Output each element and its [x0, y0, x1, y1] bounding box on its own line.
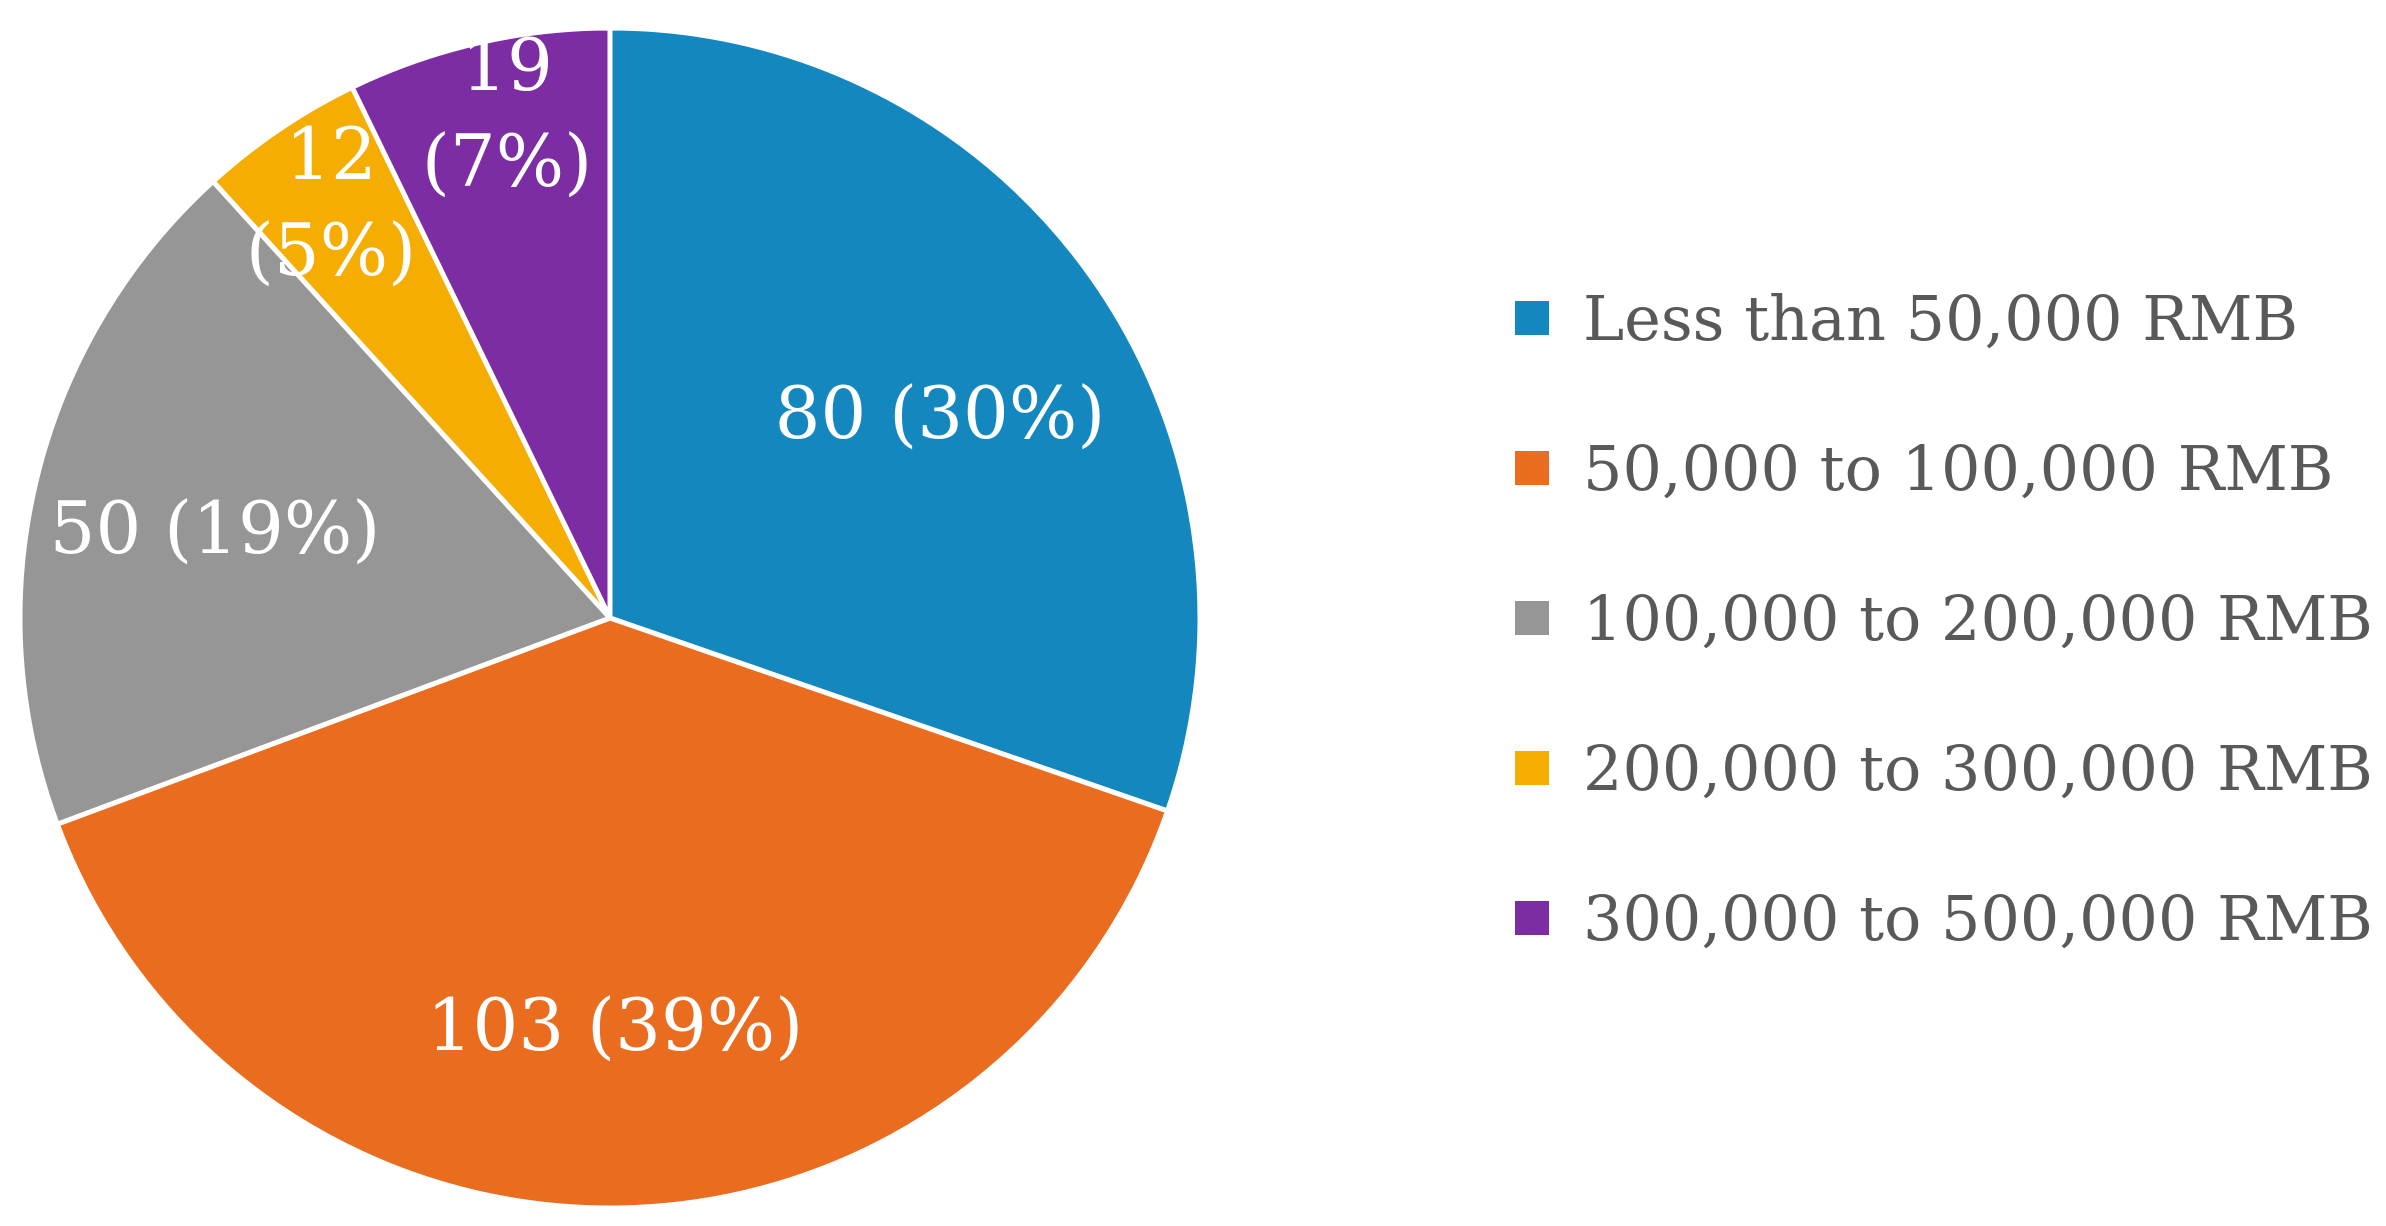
- pie-slice-1: [607, 25, 1203, 814]
- legend-label: 200,000 to 300,000 RMB: [1583, 732, 2373, 805]
- legend-item-2: 50,000 to 100,000 RMB: [1515, 432, 2333, 505]
- legend-label: 50,000 to 100,000 RMB: [1583, 432, 2333, 505]
- pie-data-label-1: 80 (30%): [775, 371, 1106, 455]
- pie-data-labels: 80 (30%) 103 (39%) 50 (19%) 12 (5%)19 (7%): [50, 23, 1106, 1067]
- pie-data-label-5: 19 (7%): [422, 23, 592, 203]
- pie-slice-4: [210, 84, 613, 621]
- legend-swatch: [1515, 451, 1549, 485]
- legend: Less than 50,000 RMB 50,000 to 100,000 RM…: [1515, 282, 2373, 955]
- legend-item-4: 200,000 to 300,000 RMB: [1515, 732, 2373, 805]
- legend-swatch: [1515, 751, 1549, 785]
- pie-slice-3: [17, 178, 613, 827]
- legend-swatch: [1515, 901, 1549, 935]
- pie-data-label-4: 12 (5%): [246, 112, 416, 292]
- pie-data-label-3: 50 (19%): [50, 486, 381, 570]
- pie-slice-5: [349, 25, 613, 621]
- legend-label: Less than 50,000 RMB: [1583, 282, 2298, 355]
- legend-label: 300,000 to 500,000 RMB: [1583, 882, 2373, 955]
- legend-item-5: 300,000 to 500,000 RMB: [1515, 882, 2373, 955]
- pie-slices: [17, 25, 1203, 1211]
- legend-item-3: 100,000 to 200,000 RMB: [1515, 582, 2373, 655]
- legend-swatch: [1515, 601, 1549, 635]
- pie-data-label-2: 103 (39%): [427, 983, 804, 1067]
- legend-label: 100,000 to 200,000 RMB: [1583, 582, 2373, 655]
- legend-item-1: Less than 50,000 RMB: [1515, 282, 2298, 355]
- pie-slice-2: [54, 615, 1171, 1211]
- legend-swatch: [1515, 301, 1549, 335]
